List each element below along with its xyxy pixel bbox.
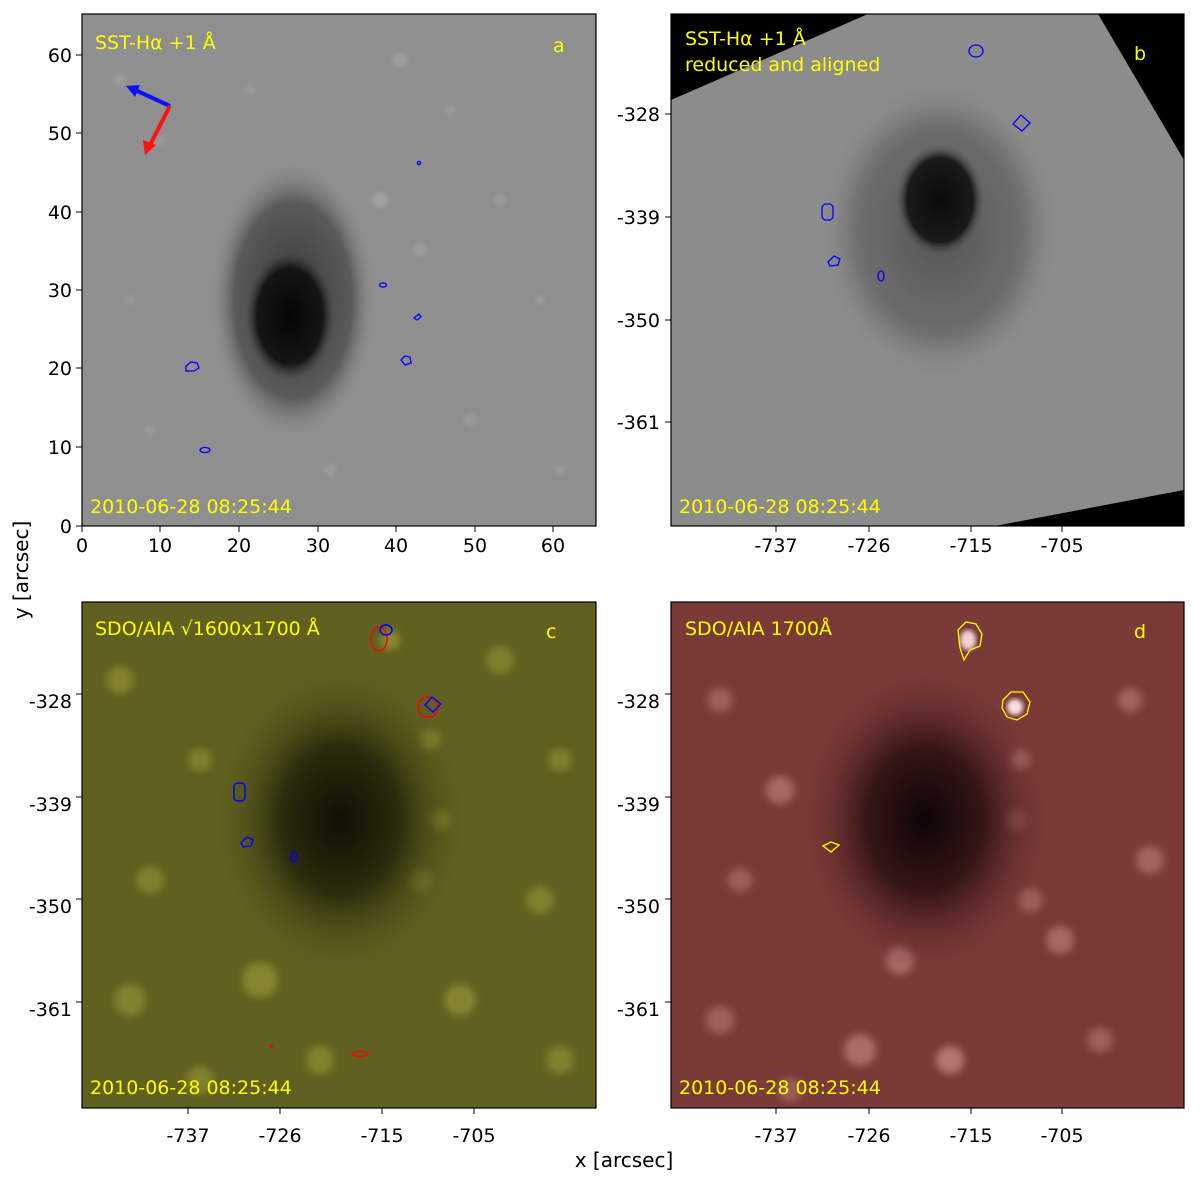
panel-b-blue-contours (821, 44, 1031, 282)
panel-a-letter: a (553, 35, 565, 57)
panel-c: SDO/AIA √1600x1700 Å c 2010-06-28 08:25:… (29, 601, 597, 1147)
panel-b-ytick-label: -361 (617, 412, 660, 434)
panel-a-umbra (246, 252, 334, 380)
y-axis-label: y [arcsec] (9, 521, 33, 620)
panel-b-ytick-label: -328 (617, 104, 660, 126)
panel-a-xtick-label: 50 (463, 535, 487, 557)
panel-d-image (671, 602, 1184, 1108)
panel-b-timestamp: 2010-06-28 08:25:44 (679, 496, 881, 518)
panel-b-image (671, 14, 1184, 526)
panel-d-xtick-label: -726 (847, 1125, 890, 1147)
panel-c-ytick-label: -361 (29, 999, 72, 1021)
panel-b-y-ticks: -328 -339 -350 -361 (617, 104, 671, 434)
panel-a-ytick-label: 20 (48, 358, 72, 380)
panel-d-ytick-label: -339 (617, 794, 660, 816)
panel-c-title: SDO/AIA √1600x1700 Å (95, 617, 320, 640)
panel-b-xtick-label: -715 (949, 535, 992, 557)
panel-b-letter: b (1134, 43, 1146, 65)
panel-c-timestamp: 2010-06-28 08:25:44 (90, 1077, 292, 1099)
panel-a-orientation-arrows (126, 85, 172, 155)
panel-a-frame (81, 13, 597, 527)
panel-d-yellow-contours (821, 621, 1031, 853)
panel-d-ytick-label: -328 (617, 691, 660, 713)
panel-c-xtick-label: -726 (258, 1125, 301, 1147)
panel-a: SST-Hα +1 Å a 2010-06-28 08:25:44 0 10 2… (48, 13, 597, 557)
panel-a-y-ticks: 0 10 20 30 40 50 60 (48, 45, 82, 538)
panel-c-xtick-label: -715 (360, 1125, 403, 1147)
panel-b-ytick-label: -339 (617, 207, 660, 229)
panel-d-xtick-label: -705 (1040, 1125, 1083, 1147)
x-axis-label: x [arcsec] (575, 1148, 674, 1172)
panel-a-ytick-label: 60 (48, 45, 72, 67)
panel-b-xtick-label: -737 (754, 535, 797, 557)
panel-a-xtick-label: 40 (384, 535, 408, 557)
panel-d-xtick-label: -737 (754, 1125, 797, 1147)
panel-b-title-line1: SST-Hα +1 Å (685, 27, 806, 50)
panel-a-xtick-label: 60 (541, 535, 565, 557)
panel-d-title: SDO/AIA 1700Å (685, 617, 832, 640)
panel-a-xtick-label: 0 (76, 535, 88, 557)
panel-b-frame (670, 13, 1185, 527)
panel-a-xtick-label: 20 (227, 535, 251, 557)
panel-b-xtick-label: -726 (847, 535, 890, 557)
panel-d: SDO/AIA 1700Å d 2010-06-28 08:25:44 -737… (617, 601, 1185, 1147)
panel-c-bright-network (106, 630, 574, 1094)
panel-c-xtick-label: -737 (166, 1125, 209, 1147)
panel-a-ytick-label: 30 (48, 280, 72, 302)
panel-a-image (82, 14, 596, 526)
panel-c-sunspot (210, 660, 470, 980)
panel-d-ytick-label: -350 (617, 896, 660, 918)
panel-c-xtick-label: -705 (452, 1125, 495, 1147)
panel-c-contours (233, 624, 443, 1058)
panel-d-frame (670, 601, 1185, 1109)
panel-d-xtick-label: -715 (949, 1125, 992, 1147)
panel-a-title: SST-Hα +1 Å (95, 31, 216, 54)
panel-c-frame (81, 601, 597, 1109)
panel-b-title-line2: reduced and aligned (685, 54, 880, 76)
panel-c-image (82, 602, 596, 1108)
panel-b-xtick-label: -705 (1040, 535, 1083, 557)
panel-b-x-ticks: -737 -726 -715 -705 (754, 526, 1084, 557)
panel-a-granulation (114, 53, 565, 476)
panel-c-ytick-label: -339 (29, 794, 72, 816)
panel-d-letter: d (1134, 621, 1146, 643)
panel-c-ytick-label: -328 (29, 691, 72, 713)
panel-d-bright-kernel (960, 630, 976, 650)
panel-a-ytick-label: 50 (48, 123, 72, 145)
panel-a-timestamp: 2010-06-28 08:25:44 (90, 496, 292, 518)
panel-d-x-ticks: -737 -726 -715 -705 (754, 1108, 1084, 1147)
panel-a-xtick-label: 10 (148, 535, 172, 557)
panel-d-bright-kernel (1007, 699, 1023, 715)
panel-d-sunspot (795, 660, 1055, 980)
panel-d-timestamp: 2010-06-28 08:25:44 (679, 1077, 881, 1099)
panel-b-umbra (896, 144, 984, 256)
panel-a-ytick-label: 10 (48, 437, 72, 459)
panel-a-x-ticks: 0 10 20 30 40 50 60 (76, 526, 565, 557)
panel-a-xtick-label: 30 (306, 535, 330, 557)
panel-c-ytick-label: -350 (29, 896, 72, 918)
panel-a-ytick-label: 40 (48, 202, 72, 224)
panel-d-y-ticks: -328 -339 -350 -361 (617, 691, 671, 1021)
panel-d-ytick-label: -361 (617, 999, 660, 1021)
panel-a-ytick-label: 0 (60, 516, 72, 538)
panel-c-letter: c (546, 621, 556, 643)
panel-a-blue-contours (185, 160, 422, 454)
panel-b: SST-Hα +1 Å reduced and aligned b 2010-0… (617, 13, 1185, 557)
panel-b-ytick-label: -350 (617, 310, 660, 332)
panel-c-y-ticks: -328 -339 -350 -361 (29, 691, 82, 1021)
panel-c-x-ticks: -737 -726 -715 -705 (166, 1108, 496, 1147)
